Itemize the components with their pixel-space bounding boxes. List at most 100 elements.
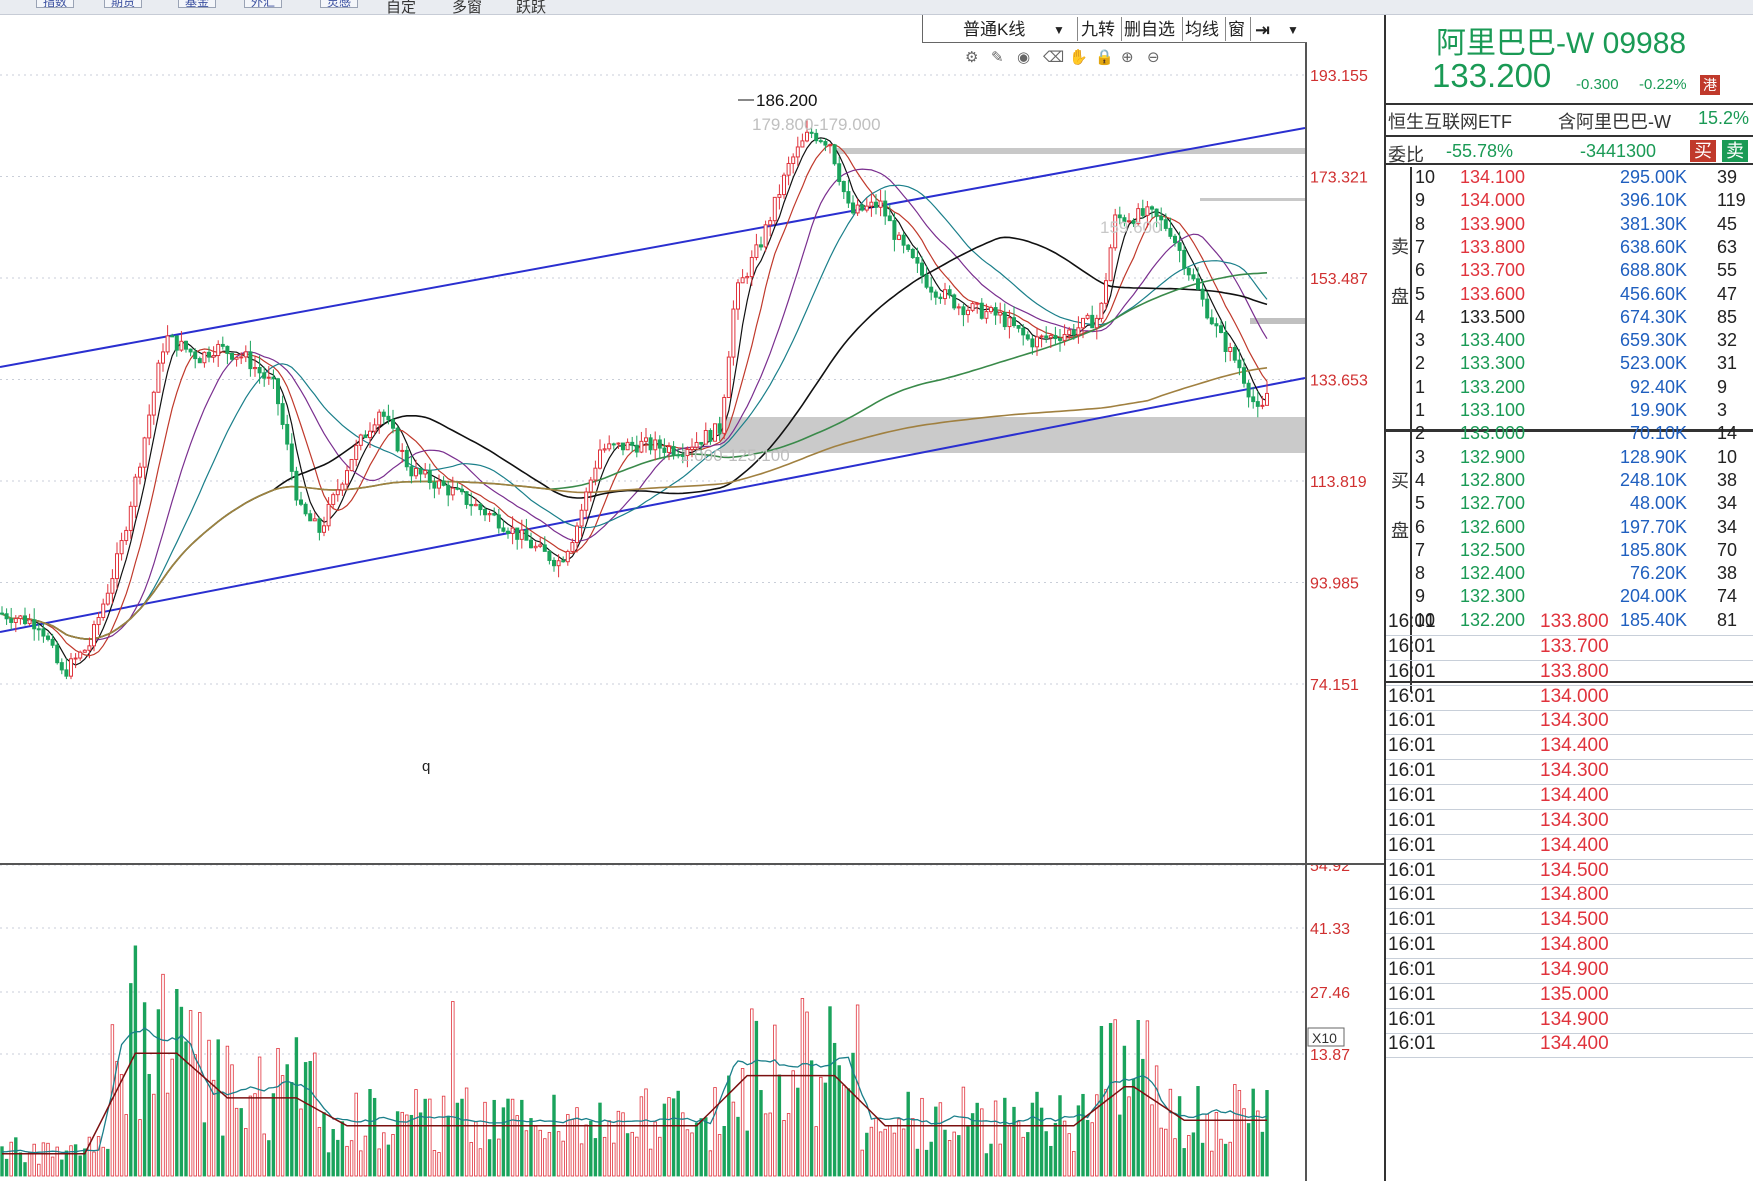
candle-body	[460, 488, 464, 493]
bid-level-row[interactable]: 1 133.100 19.90K 3	[1386, 400, 1753, 423]
kline-type-select[interactable]: 普通K线	[963, 20, 1026, 39]
trade-tick-row[interactable]: 16:01 134.000	[1386, 686, 1753, 713]
ask-level-row[interactable]: 5 133.600 456.60K 47	[1386, 284, 1753, 307]
gear-icon[interactable]: ⚙	[965, 49, 978, 66]
chevron-down-icon[interactable]: ▼	[1053, 23, 1065, 37]
volume-bar	[18, 1152, 23, 1177]
ask-cnt: 9	[1717, 376, 1728, 397]
bid-level-row[interactable]: 7 132.500 185.80K 70	[1386, 540, 1753, 563]
ask-level-row[interactable]: 4 133.500 674.30K 85	[1386, 307, 1753, 330]
ma-line-button[interactable]: 均线	[1185, 20, 1219, 39]
bid-level-row[interactable]: 5 132.700 48.00K 34	[1386, 493, 1753, 516]
etf-holding: 含阿里巴巴-W	[1558, 112, 1671, 132]
more-menu-icon[interactable]: ▼	[1287, 23, 1299, 37]
ask-level-row[interactable]: 10 134.100 295.00K 39	[1386, 167, 1753, 190]
top-menu-item[interactable]: 期货	[104, 0, 143, 8]
top-menu-item[interactable]: 灵感	[320, 0, 359, 8]
trade-tick-row[interactable]: 16:01 134.500	[1386, 909, 1753, 936]
fit-width-icon[interactable]: ⇥	[1255, 20, 1271, 40]
ask-level-row[interactable]: 2 133.300 523.00K 31	[1386, 353, 1753, 376]
volume-bar	[119, 1074, 124, 1177]
pen-icon[interactable]: ✎	[991, 49, 1004, 66]
top-menu-item[interactable]: 外汇	[244, 0, 283, 8]
volume-bar	[50, 1156, 55, 1177]
trade-tick-row[interactable]: 16:01 134.800	[1386, 884, 1753, 911]
top-menu-item[interactable]: 基金	[178, 0, 217, 8]
lock-icon[interactable]: 🔒	[1095, 49, 1114, 66]
trade-tick-row[interactable]: 16:01 134.400	[1386, 1033, 1753, 1060]
trade-tick-row[interactable]: 16:01 135.000	[1386, 984, 1753, 1011]
candle-body	[1191, 274, 1196, 280]
candlestick-chart[interactable]: 193.155 173.321 153.487 133.653 113.819 93.98…	[0, 43, 1384, 865]
tick-price: 134.400	[1540, 735, 1609, 757]
bid-price: 132.200	[1460, 609, 1526, 630]
trade-tick-row[interactable]: 16:01 133.800	[1386, 611, 1753, 638]
trade-tick-row[interactable]: 16:01 133.700	[1386, 636, 1753, 663]
delete-watchlist-button[interactable]: 删自选	[1124, 20, 1175, 39]
bid-level-row[interactable]: 6 132.600 197.70K 34	[1386, 517, 1753, 540]
trade-tick-row[interactable]: 16:01 134.500	[1386, 860, 1753, 887]
volume-bar	[1141, 1058, 1145, 1177]
volume-bar	[510, 1098, 515, 1177]
volume-bar	[460, 1098, 464, 1177]
candle-body	[878, 200, 883, 208]
trade-tick-row[interactable]: 16:01 134.300	[1386, 760, 1753, 787]
tick-time: 16:01	[1388, 660, 1436, 682]
trade-tick-row[interactable]: 16:01 134.400	[1386, 785, 1753, 812]
top-menu-item[interactable]: 多窗	[452, 0, 483, 16]
bid-level-row[interactable]: 10 132.200 185.40K 81	[1386, 610, 1753, 633]
trade-tick-row[interactable]: 16:01 133.800	[1386, 661, 1753, 688]
volume-bar	[1237, 1090, 1242, 1177]
ask-level-row[interactable]: 1 133.200 92.40K 9	[1386, 377, 1753, 400]
ask-cnt: 32	[1717, 330, 1738, 351]
ask-level-row[interactable]: 7 133.800 638.60K 63	[1386, 237, 1753, 260]
volume-bar	[897, 1118, 901, 1177]
nine-turn-button[interactable]: 九转	[1081, 20, 1115, 39]
ask-level-row[interactable]: 6 133.700 688.80K 55	[1386, 260, 1753, 283]
hand-icon[interactable]: ✋	[1069, 48, 1088, 66]
candle-body	[381, 411, 386, 417]
trade-tick-row[interactable]: 16:01 134.400	[1386, 735, 1753, 762]
candle-body	[745, 276, 750, 279]
candle-body	[924, 274, 929, 288]
top-menu-item[interactable]: 指数	[36, 0, 75, 8]
related-etf-row[interactable]: 恒生互联网ETF 含阿里巴巴-W 15.2%	[1386, 103, 1753, 132]
ask-price: 133.900	[1460, 213, 1526, 234]
bid-level-row[interactable]: 2 133.000 70.10K 14	[1386, 423, 1753, 446]
volume-bar	[234, 1107, 239, 1177]
bid-level-row[interactable]: 8 132.400 76.20K 38	[1386, 563, 1753, 586]
bid-level-row[interactable]: 9 132.300 204.00K 74	[1386, 586, 1753, 609]
trash-icon[interactable]: ⌫	[1043, 49, 1064, 66]
volume-bar	[754, 1020, 759, 1177]
trade-tick-row[interactable]: 16:01 134.800	[1386, 934, 1753, 961]
trade-tick-row[interactable]: 16:01 134.900	[1386, 959, 1753, 986]
volume-bar	[566, 1114, 570, 1177]
bid-ask-separator	[1386, 429, 1753, 432]
tick-price: 133.800	[1540, 660, 1609, 682]
ask-level-row[interactable]: 3 133.400 659.30K 32	[1386, 330, 1753, 353]
zoom-in-icon[interactable]: ⊕	[1121, 49, 1134, 66]
window-button[interactable]: 窗	[1228, 20, 1245, 39]
candle-body	[510, 527, 515, 534]
top-menu-item[interactable]: 跃跃	[516, 0, 547, 16]
etf-name[interactable]: 恒生互联网ETF	[1388, 112, 1512, 132]
volume-bar	[221, 1135, 225, 1177]
trade-tick-row[interactable]: 16:01 134.300	[1386, 710, 1753, 737]
buy-button[interactable]: 买	[1690, 140, 1716, 162]
bid-level-row[interactable]: 4 132.800 248.10K 38	[1386, 470, 1753, 493]
candle-body	[322, 525, 326, 533]
sell-button[interactable]: 卖	[1722, 140, 1748, 162]
candle-body	[1039, 335, 1044, 338]
ask-level-row[interactable]: 9 134.000 396.10K 119	[1386, 190, 1753, 213]
ask-level-row[interactable]: 8 133.900 381.30K 45	[1386, 214, 1753, 237]
volume-bar	[1058, 1095, 1062, 1177]
zoom-out-icon[interactable]: ⊖	[1147, 49, 1160, 66]
trade-tick-row[interactable]: 16:01 134.900	[1386, 1009, 1753, 1036]
eye-icon[interactable]: ◉	[1017, 49, 1030, 66]
trade-tick-row[interactable]: 16:01 134.300	[1386, 810, 1753, 837]
candle-body	[832, 144, 837, 165]
trade-tick-row[interactable]: 16:01 134.400	[1386, 835, 1753, 862]
bid-level-row[interactable]: 3 132.900 128.90K 10	[1386, 447, 1753, 470]
top-menu-item[interactable]: 自定	[386, 0, 417, 16]
